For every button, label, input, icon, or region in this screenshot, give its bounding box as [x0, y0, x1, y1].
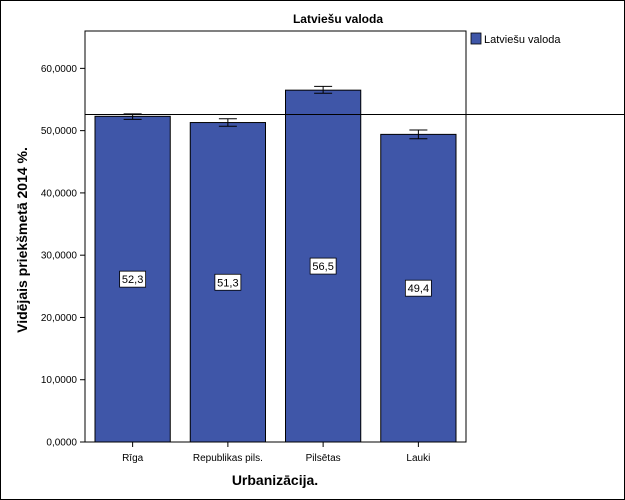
data-label-box: [214, 273, 242, 291]
data-label: 52,3: [122, 274, 143, 286]
x-tick-label: Rīga: [122, 453, 144, 464]
x-tick-label: Lauki: [406, 453, 430, 464]
y-tick-label: 50,0000: [41, 126, 78, 137]
y-tick-label: 40,0000: [41, 188, 78, 199]
data-label: 56,5: [312, 261, 333, 273]
chart-title: Latviešu valoda: [293, 12, 383, 26]
x-axis-title: Urbanizācija.: [232, 472, 318, 488]
data-label-box: [119, 270, 147, 288]
legend-label: Latviešu valoda: [484, 34, 561, 46]
data-label: 51,3: [217, 277, 238, 289]
legend-swatch: [470, 32, 482, 45]
y-tick-label: 0,0000: [46, 438, 77, 449]
data-label: 49,4: [408, 283, 429, 295]
y-tick-label: 20,0000: [41, 313, 78, 324]
x-tick-label: Republikas pils.: [193, 453, 263, 464]
y-tick-label: 60,0000: [41, 64, 78, 75]
data-label-box: [404, 279, 432, 297]
x-tick-label: Pilsētas: [306, 453, 341, 464]
y-axis: 0,0000 10,0000 20,0000 30,0000 40,0000 50,000…: [41, 64, 85, 449]
y-tick-label: 30,0000: [41, 251, 78, 262]
y-axis-title: Vidējais priekšmetā 2014 %.: [14, 147, 30, 333]
bars: 52,3 51,3 56,5 49,4: [85, 85, 625, 443]
y-tick-label: 10,0000: [41, 375, 78, 386]
data-label-box: [309, 257, 337, 275]
legend: Latviešu valoda: [470, 32, 561, 46]
x-axis: Rīga Republikas pils. Pilsētas Lauki: [122, 442, 430, 464]
